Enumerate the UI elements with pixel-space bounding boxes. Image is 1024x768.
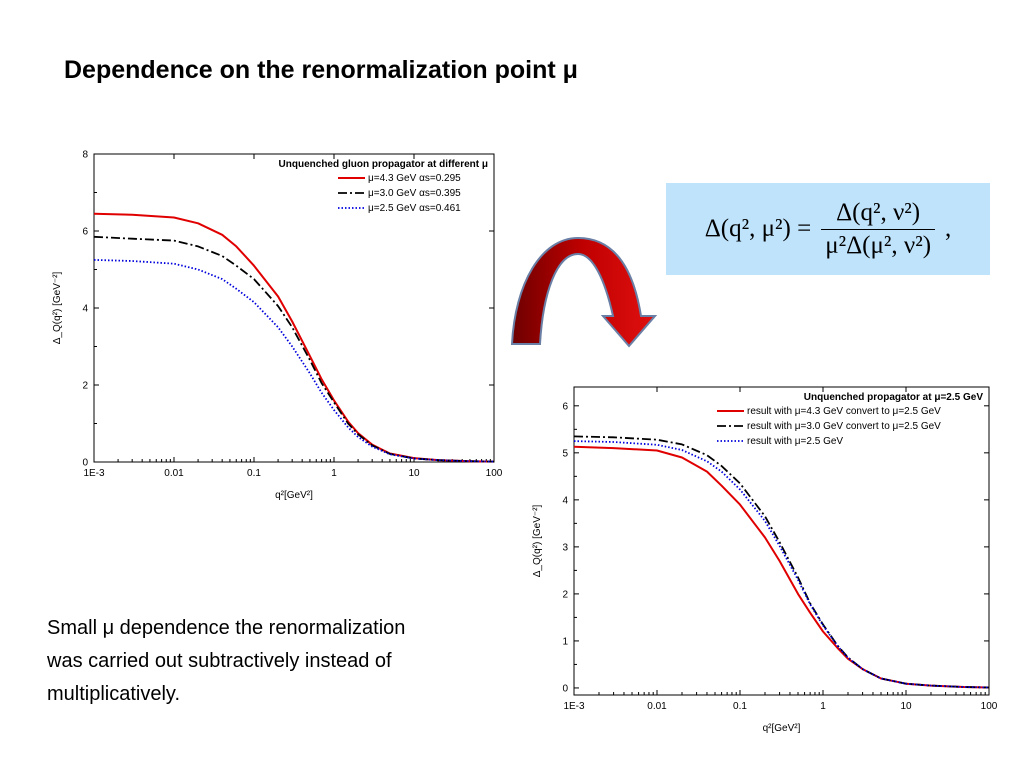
y-tick-label: 5 [562, 448, 568, 459]
chart-right: 1E-3 0.01 0.1 1 10 100 0 1 2 3 4 5 6 q²[GeV²] Δ_Q(q²) … [532, 386, 998, 734]
caption-line: multiplicatively. [47, 683, 180, 705]
y-tick-label: 2 [562, 589, 568, 600]
curved-arrow-icon [510, 236, 658, 348]
x-tick-label: 1E-3 [83, 468, 105, 479]
x-tick-label: 1E-3 [563, 701, 585, 712]
legend-label: result with μ=4.3 GeV convert to μ=2.5 G… [747, 406, 941, 417]
series-line [573, 445, 990, 689]
formula-denominator: μ²Δ(μ², ν²) [825, 231, 932, 259]
series-line [573, 435, 990, 689]
y-tick-label: 0 [82, 458, 88, 469]
x-tick-label: 10 [408, 468, 420, 479]
formula: Δ(q², μ²) = Δ(q², ν²) μ²Δ(μ², ν²) , [705, 199, 952, 260]
x-tick-label: 0.1 [247, 468, 261, 479]
x-tick-label: 1 [820, 701, 826, 712]
series-line [93, 212, 495, 463]
formula-box: Δ(q², μ²) = Δ(q², ν²) μ²Δ(μ², ν²) , [666, 183, 990, 275]
formula-fraction: Δ(q², ν²) μ²Δ(μ², ν²) [821, 198, 936, 260]
y-tick-label: 3 [562, 542, 568, 553]
page-title: Dependence on the renormalization point … [64, 56, 578, 84]
x-tick-label: 0.1 [733, 701, 747, 712]
y-tick-label: 1 [562, 636, 568, 647]
x-tick-label: 10 [900, 701, 912, 712]
y-axis-label: Δ_Q(q²) [GeV⁻²] [532, 505, 543, 578]
series-line [93, 259, 495, 463]
x-tick-label: 1 [331, 468, 337, 479]
x-tick-label: 0.01 [164, 468, 184, 479]
legend-label: μ=3.0 GeV αs=0.395 [368, 188, 461, 199]
x-tick-label: 100 [981, 701, 998, 712]
curved-arrow-body [510, 236, 658, 348]
x-tick-label: 0.01 [647, 701, 667, 712]
caption: Small μ dependence the renormalization w… [47, 612, 527, 711]
series-line [93, 235, 495, 463]
y-tick-label: 0 [562, 683, 568, 694]
y-tick-label: 4 [562, 495, 568, 506]
plot-frame [573, 386, 990, 696]
y-tick-label: 4 [82, 304, 88, 315]
caption-line: was carried out subtractively instead of [47, 650, 392, 672]
series-line [573, 440, 990, 689]
y-tick-label: 6 [82, 227, 88, 238]
formula-fraction-bar [821, 228, 936, 230]
legend-title: Unquenched propagator at μ=2.5 GeV [804, 392, 984, 403]
x-tick-label: 100 [486, 468, 503, 479]
legend-label: μ=4.3 GeV αs=0.295 [368, 173, 461, 184]
caption-line: Small μ dependence the renormalization [47, 617, 406, 639]
plot-frame [93, 153, 495, 463]
y-tick-label: 8 [82, 150, 88, 161]
legend-label: μ=2.5 GeV αs=0.461 [368, 203, 461, 214]
formula-tail: , [945, 215, 952, 242]
y-tick-label: 6 [562, 401, 568, 412]
y-axis-label: Δ_Q(q²) [GeV⁻²] [52, 272, 63, 345]
legend-label: result with μ=2.5 GeV [747, 436, 843, 447]
y-tick-label: 2 [82, 381, 88, 392]
chart-left: 1E-3 0.01 0.1 1 10 100 0 2 4 6 8 q²[GeV²] Δ_Q(q²) [G… [52, 150, 503, 502]
x-axis-label: q²[GeV²] [275, 490, 313, 501]
x-axis-label: q²[GeV²] [763, 723, 801, 734]
formula-lhs: Δ(q², μ²) = [704, 215, 812, 242]
formula-numerator: Δ(q², ν²) [836, 198, 921, 226]
legend-title: Unquenched gluon propagator at different… [279, 159, 488, 170]
legend-label: result with μ=3.0 GeV convert to μ=2.5 G… [747, 421, 941, 432]
